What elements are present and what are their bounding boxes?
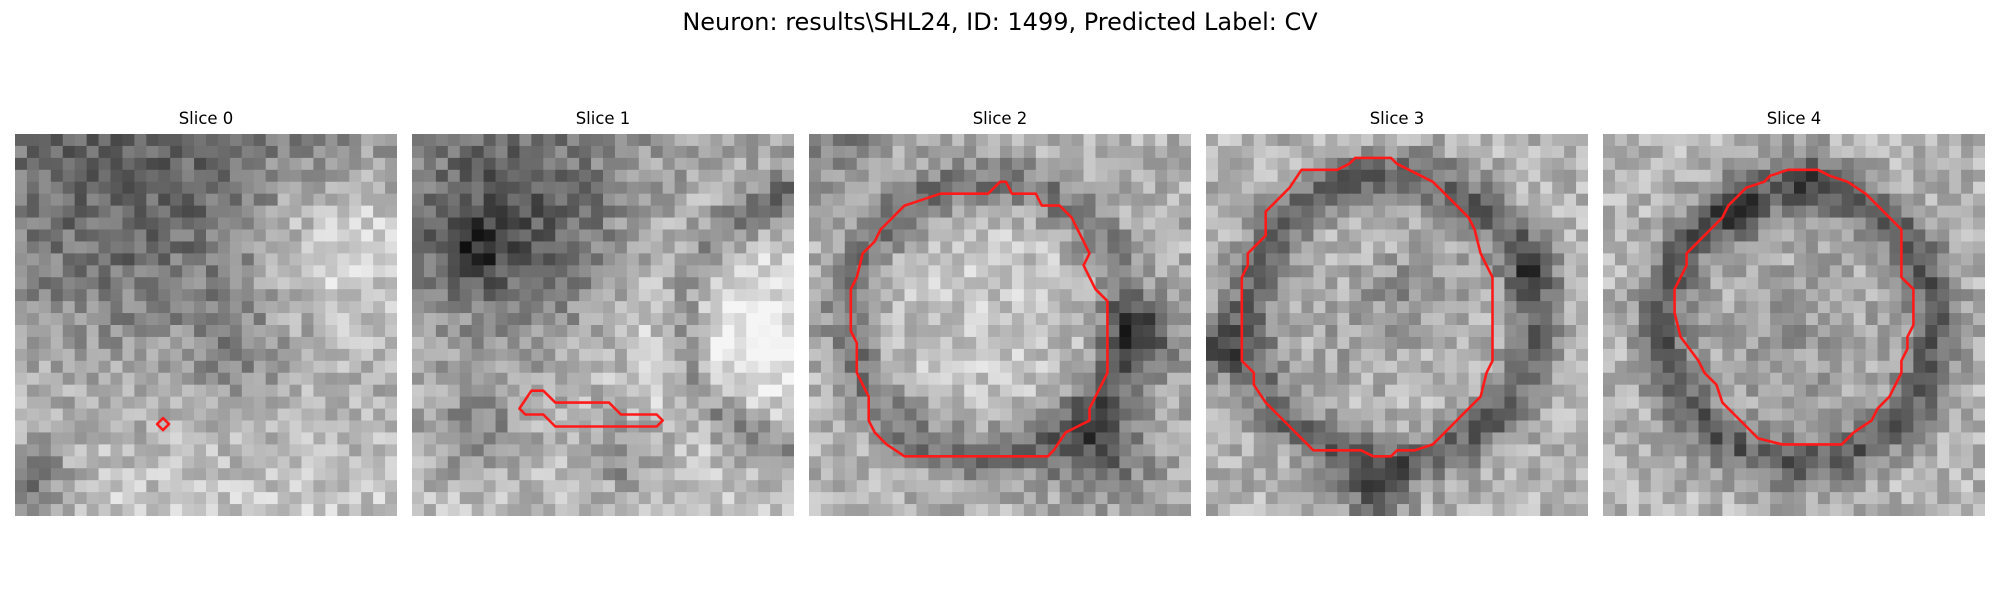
grayscale-pixels	[15, 134, 397, 516]
slice-image	[809, 134, 1191, 516]
segmentation-contour	[849, 180, 1109, 458]
segmentation-contour	[1240, 156, 1494, 458]
grayscale-pixels	[1603, 134, 1985, 516]
slice-image	[1603, 134, 1985, 516]
segmentation-contour	[1673, 168, 1915, 446]
slice-image	[412, 134, 794, 516]
panel-title: Slice 2	[972, 109, 1028, 128]
slice-image	[15, 134, 397, 516]
panel-title: Slice 1	[575, 109, 631, 128]
segmentation-contour	[155, 416, 171, 432]
panel-title: Slice 3	[1369, 109, 1425, 128]
panel-title: Slice 4	[1766, 109, 1822, 128]
grayscale-pixels	[1206, 134, 1588, 516]
segmentation-contour	[518, 389, 664, 428]
panel-title: Slice 0	[178, 109, 234, 128]
slice-image	[1206, 134, 1588, 516]
grayscale-pixels	[809, 134, 1191, 516]
figure-title: Neuron: results\SHL24, ID: 1499, Predict…	[682, 8, 1318, 36]
grayscale-pixels	[412, 134, 794, 516]
